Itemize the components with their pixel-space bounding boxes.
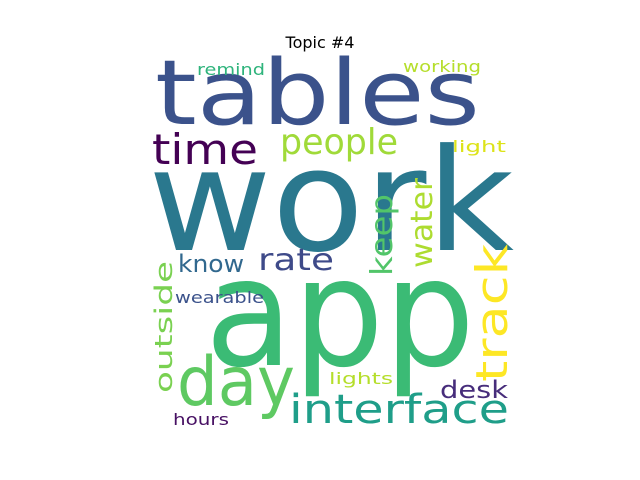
word-interface: interface (289, 387, 509, 433)
word-rate: rate (258, 243, 334, 278)
word-lights: lights (329, 369, 393, 388)
word-track: track (467, 243, 518, 382)
figure-title: Topic #4 (285, 33, 355, 52)
word-app: app (205, 227, 475, 401)
word-tables: tables (155, 41, 480, 146)
word-light: light (452, 137, 506, 156)
word-desk: desk (440, 376, 508, 404)
word-work: work (148, 119, 514, 284)
word-people: people (280, 122, 398, 163)
word-know: know (178, 250, 244, 278)
word-working: working (403, 57, 481, 76)
word-hours: hours (173, 410, 229, 429)
word-remind: remind (197, 60, 265, 79)
word-keep: keep (365, 194, 400, 276)
word-wearable: wearable (175, 288, 264, 307)
word-day: day (177, 343, 295, 422)
word-outside: outside (150, 261, 178, 393)
word-time: time (152, 125, 258, 174)
word-water: water (405, 177, 440, 268)
